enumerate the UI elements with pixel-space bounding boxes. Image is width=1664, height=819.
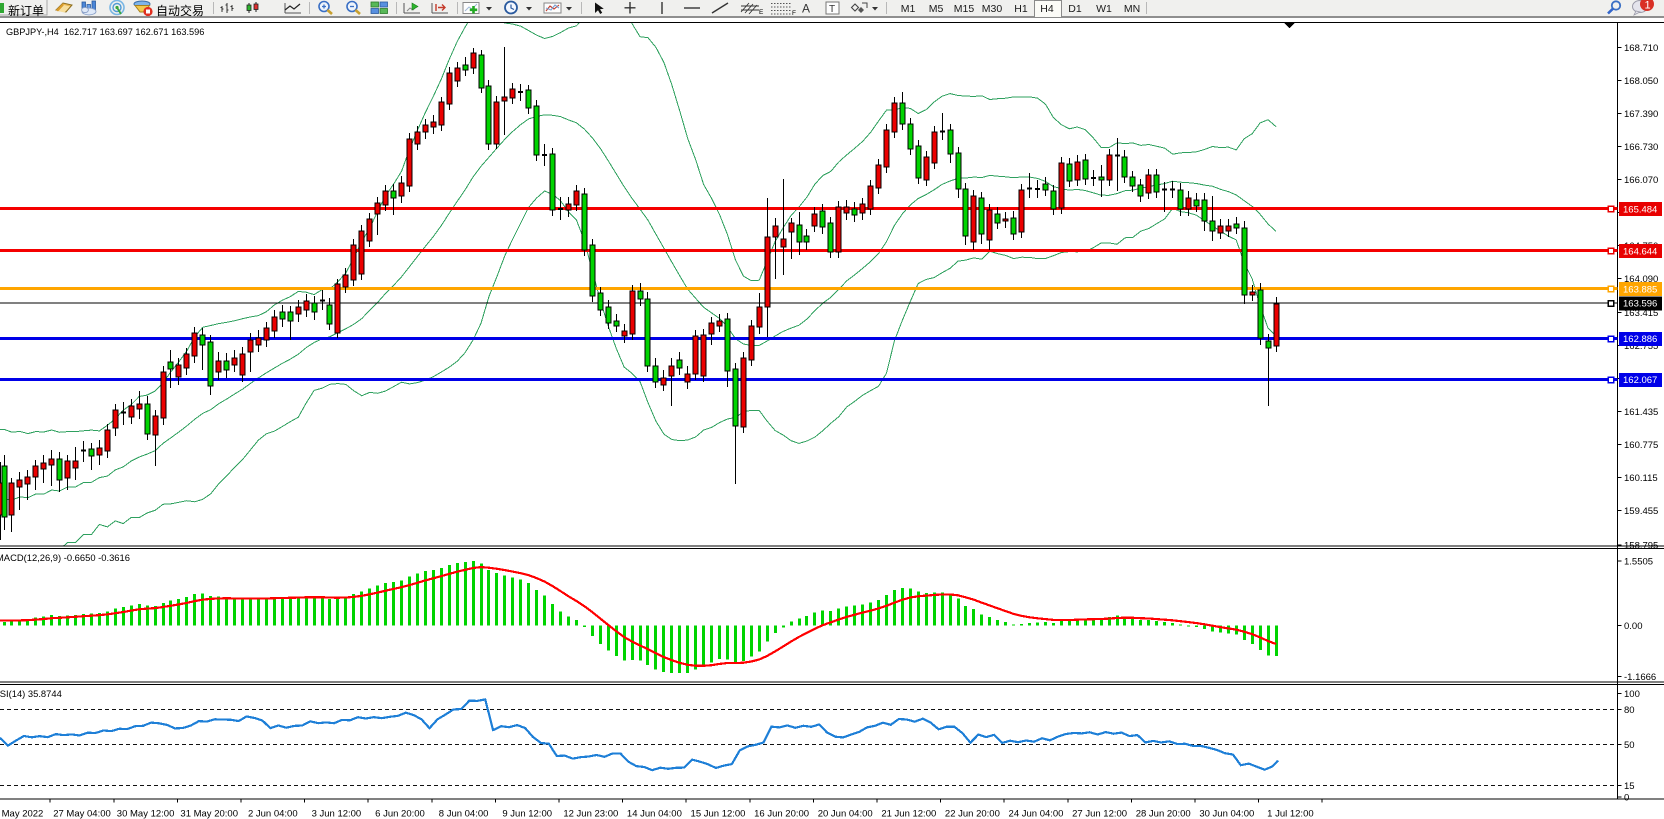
svg-text:163.885: 163.885 [1623,284,1657,295]
svg-text:164.644: 164.644 [1623,246,1657,257]
svg-text:-1.1666: -1.1666 [1624,672,1656,683]
svg-text:12 Jun 23:00: 12 Jun 23:00 [563,809,618,819]
svg-text:0.00: 0.00 [1624,621,1643,632]
svg-text:168.050: 168.050 [1624,76,1658,87]
svg-text:1 Jul 12:00: 1 Jul 12:00 [1267,809,1313,819]
svg-text:May 2022: May 2022 [2,809,44,819]
svg-text:20 Jun 04:00: 20 Jun 04:00 [818,809,873,819]
svg-text:166.730: 166.730 [1624,142,1658,153]
svg-text:15: 15 [1624,781,1635,792]
svg-text:E: E [759,9,764,16]
svg-text:21 Jun 12:00: 21 Jun 12:00 [881,809,936,819]
svg-text:22 Jun 20:00: 22 Jun 20:00 [945,809,1000,819]
svg-text:28 Jun 20:00: 28 Jun 20:00 [1136,809,1191,819]
svg-text:3 Jun 12:00: 3 Jun 12:00 [312,809,362,819]
svg-text:159.455: 159.455 [1624,506,1658,517]
svg-text:162.886: 162.886 [1623,334,1657,345]
svg-text:27 May 04:00: 27 May 04:00 [53,809,111,819]
svg-text:164.090: 164.090 [1624,274,1658,285]
svg-text:160.115: 160.115 [1624,473,1658,484]
svg-text:F: F [792,10,796,17]
svg-text:T: T [829,4,835,15]
svg-text:100: 100 [1624,689,1640,700]
svg-text:158.795: 158.795 [1624,541,1658,552]
svg-text:15 Jun 12:00: 15 Jun 12:00 [691,809,746,819]
svg-text:160.775: 160.775 [1624,440,1658,451]
svg-text:166.070: 166.070 [1624,175,1658,186]
svg-text:A: A [802,2,810,16]
svg-text:8 Jun 04:00: 8 Jun 04:00 [439,809,489,819]
svg-text:1.5505: 1.5505 [1624,557,1653,568]
svg-text:165.484: 165.484 [1623,204,1657,215]
svg-text:30 May 12:00: 30 May 12:00 [117,809,175,819]
svg-text:27 Jun 12:00: 27 Jun 12:00 [1072,809,1127,819]
svg-text:163.596: 163.596 [1623,299,1657,310]
svg-text:24 Jun 04:00: 24 Jun 04:00 [1009,809,1064,819]
svg-text:167.390: 167.390 [1624,109,1658,120]
svg-text:16 Jun 20:00: 16 Jun 20:00 [754,809,809,819]
svg-text:0: 0 [1624,793,1629,804]
svg-text:161.435: 161.435 [1624,407,1658,418]
svg-text:9 Jun 12:00: 9 Jun 12:00 [502,809,552,819]
svg-text:162.067: 162.067 [1623,375,1657,386]
svg-text:GBPJPY-,H4 162.717 163.697 16: GBPJPY-,H4 162.717 163.697 162.671 163.5… [6,27,204,37]
svg-text:MACD(12,26,9) -0.6650 -0.3616: MACD(12,26,9) -0.6650 -0.3616 [0,552,130,563]
svg-text:168.710: 168.710 [1624,43,1658,54]
svg-text:31 May 20:00: 31 May 20:00 [180,809,238,819]
svg-text:14 Jun 04:00: 14 Jun 04:00 [627,809,682,819]
svg-text:162.755: 162.755 [1624,341,1658,352]
svg-text:163.415: 163.415 [1624,308,1658,319]
svg-text:1: 1 [1645,0,1651,12]
svg-text:30 Jun 04:00: 30 Jun 04:00 [1199,809,1254,819]
svg-text:6 Jun 20:00: 6 Jun 20:00 [375,809,425,819]
svg-text:2 Jun 04:00: 2 Jun 04:00 [248,809,298,819]
svg-text:50: 50 [1624,740,1635,751]
svg-text:RSI(14) 35.8744: RSI(14) 35.8744 [0,688,62,699]
svg-text:80: 80 [1624,705,1635,716]
